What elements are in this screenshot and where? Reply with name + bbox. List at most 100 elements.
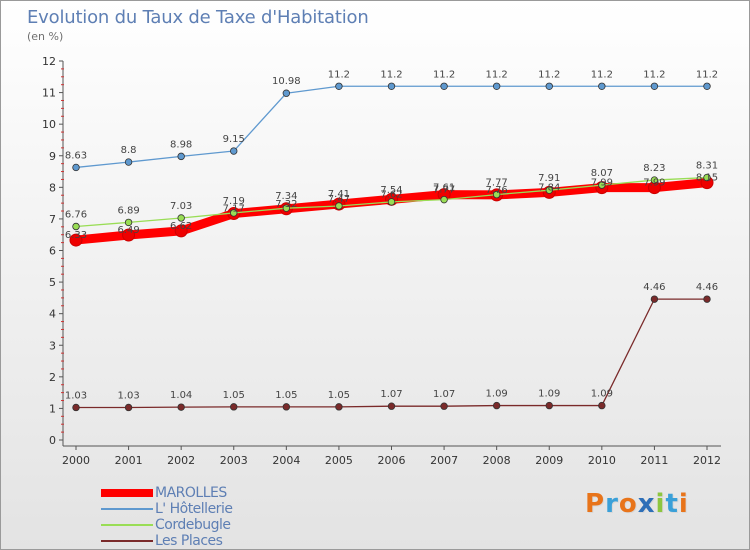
data-point-l-h-tellerie xyxy=(387,82,396,90)
data-point-cordebugle xyxy=(124,218,133,227)
data-point-l-h-tellerie xyxy=(650,82,659,90)
data-point-les-places xyxy=(545,401,553,410)
data-label-cordebugle: 7.91 xyxy=(538,173,560,184)
data-point-cordebugle xyxy=(387,198,396,206)
data-label-cordebugle: 6.89 xyxy=(117,205,139,216)
data-point-cordebugle xyxy=(230,209,238,217)
data-label-cordebugle: 7.03 xyxy=(170,201,192,212)
data-point-l-h-tellerie xyxy=(282,89,291,97)
data-point-les-places xyxy=(230,403,238,411)
data-point-cordebugle xyxy=(335,202,343,210)
data-label-les-places: 1.04 xyxy=(170,390,192,401)
data-point-cordebugle xyxy=(650,176,659,184)
data-point-les-places xyxy=(72,403,80,412)
data-point-cordebugle xyxy=(598,181,606,189)
logo-letter: i xyxy=(678,489,689,519)
data-label-les-places: 1.03 xyxy=(117,390,139,401)
data-label-marolles: 8.15 xyxy=(696,173,718,184)
data-label-cordebugle: 7.54 xyxy=(380,185,402,196)
x-tick-label: 2003 xyxy=(220,454,248,467)
data-label-les-places: 1.05 xyxy=(275,390,297,401)
logo-letter: r xyxy=(605,489,619,519)
chart-title: Evolution du Taux de Taxe d'Habitation xyxy=(27,7,369,28)
data-point-marolles xyxy=(69,233,83,247)
data-point-cordebugle xyxy=(282,204,291,212)
data-label-marolles: 7.62 xyxy=(380,189,402,200)
data-point-cordebugle xyxy=(492,190,501,199)
data-point-l-h-tellerie xyxy=(545,82,553,90)
data-label-cordebugle: 8.23 xyxy=(643,163,665,174)
y-tick-label: 6 xyxy=(49,245,56,258)
legend-label: Les Places xyxy=(155,533,223,549)
data-label-marolles: 6.33 xyxy=(65,230,87,241)
data-label-marolles: 6.62 xyxy=(170,221,192,232)
data-label-marolles: 7.77 xyxy=(433,185,455,196)
data-label-l-h-tellerie: 9.15 xyxy=(223,134,245,145)
data-label-marolles: 6.49 xyxy=(117,225,139,236)
data-label-cordebugle: 7.61 xyxy=(433,183,455,194)
y-tick-label: 9 xyxy=(49,150,56,163)
x-tick-label: 2006 xyxy=(378,454,406,467)
x-tick-label: 2009 xyxy=(535,454,563,467)
data-label-l-h-tellerie: 11.2 xyxy=(433,69,455,80)
logo-letter: o xyxy=(618,489,638,519)
data-point-l-h-tellerie xyxy=(335,82,343,90)
y-tick-label: 11 xyxy=(42,87,56,100)
data-label-cordebugle: 8.31 xyxy=(696,161,718,172)
data-label-marolles: 7.99 xyxy=(643,178,665,189)
data-label-marolles: 7.32 xyxy=(275,199,297,210)
data-label-les-places: 1.05 xyxy=(223,390,245,401)
data-label-les-places: 1.07 xyxy=(433,389,455,400)
data-point-cordebugle xyxy=(177,214,185,222)
data-point-les-places xyxy=(387,402,396,410)
data-point-marolles xyxy=(122,228,136,242)
y-tick-label: 12 xyxy=(42,55,56,68)
data-point-cordebugle xyxy=(703,173,711,182)
data-label-layer: 6.33 6.49 6.627.17 7.32 7.47 7.62 7.77 7.76 7.84… xyxy=(65,69,718,401)
data-label-cordebugle: 7.19 xyxy=(223,196,245,207)
logo-letter: t xyxy=(665,489,679,519)
data-point-cordebugle xyxy=(72,222,80,231)
data-label-l-h-tellerie: 11.2 xyxy=(486,69,508,80)
series-layer xyxy=(69,82,714,412)
series-line-l-h-tellerie xyxy=(75,85,708,169)
data-label-marolles: 7.84 xyxy=(538,182,560,193)
data-label-cordebugle: 7.41 xyxy=(328,189,350,200)
data-label-cordebugle: 6.76 xyxy=(65,209,87,220)
data-label-l-h-tellerie: 11.2 xyxy=(328,69,350,80)
data-point-les-places xyxy=(282,403,291,411)
data-label-les-places: 4.46 xyxy=(643,282,665,293)
y-tick-label: 7 xyxy=(49,213,56,226)
data-label-l-h-tellerie: 8.98 xyxy=(170,139,192,150)
y-tick-label: 1 xyxy=(49,402,56,415)
logo-letter: x xyxy=(637,489,656,519)
data-label-cordebugle: 7.34 xyxy=(275,191,297,202)
data-point-cordebugle xyxy=(545,186,553,194)
data-label-les-places: 1.05 xyxy=(328,390,350,401)
y-tick-label: 4 xyxy=(49,308,56,321)
data-point-l-h-tellerie xyxy=(598,82,606,90)
data-point-les-places xyxy=(124,403,133,412)
data-label-cordebugle: 7.77 xyxy=(486,178,508,189)
x-tick-label: 2005 xyxy=(325,454,353,467)
data-point-marolles xyxy=(174,224,188,238)
proxiti-logo: Proxiti xyxy=(585,489,689,519)
x-tick-label: 2001 xyxy=(115,454,143,467)
data-point-les-places xyxy=(177,403,185,411)
y-tick-label: 5 xyxy=(49,276,56,289)
legend-swatch xyxy=(101,524,153,526)
data-label-marolles: 7.76 xyxy=(486,185,508,196)
legend-swatch xyxy=(101,540,153,542)
data-point-l-h-tellerie xyxy=(703,82,711,90)
data-label-les-places: 1.07 xyxy=(380,389,402,400)
data-label-l-h-tellerie: 11.2 xyxy=(380,69,402,80)
data-label-les-places: 1.09 xyxy=(486,389,508,400)
logo-letter: P xyxy=(585,489,606,519)
data-label-l-h-tellerie: 8.63 xyxy=(65,150,87,161)
data-point-l-h-tellerie xyxy=(124,158,133,166)
y-tick-label: 0 xyxy=(49,434,56,447)
legend-label: Cordebugle xyxy=(155,517,231,533)
data-point-les-places xyxy=(703,295,711,303)
